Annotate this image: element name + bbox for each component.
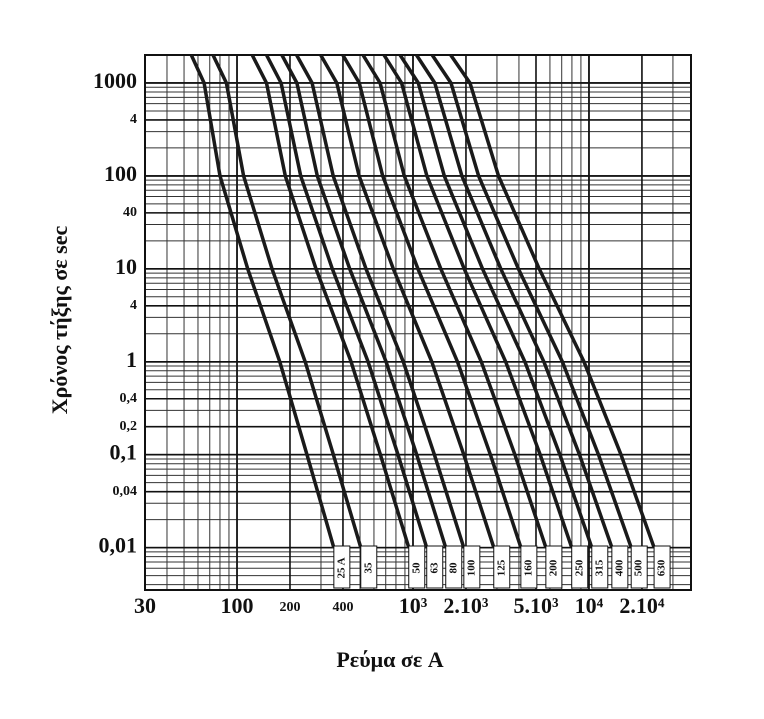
label-box — [408, 545, 426, 589]
x-axis-title: Ρεύμα σε A — [336, 647, 443, 672]
legend-label: 63 — [428, 562, 440, 574]
label-box — [611, 545, 629, 589]
label-box — [333, 545, 351, 589]
legend-label: 200 — [547, 559, 559, 576]
legend-label: 35 — [362, 562, 374, 574]
x-tick-label: 5.10³ — [513, 593, 559, 618]
fuse-curve — [361, 55, 548, 549]
plot-frame — [144, 54, 692, 591]
legend-label: 160 — [522, 559, 534, 576]
legend-label: 25 A — [335, 557, 347, 578]
label-box — [520, 545, 538, 589]
fuse-curve — [280, 55, 448, 549]
fuse-curve — [295, 55, 466, 549]
legend-label: 400 — [613, 559, 625, 576]
fuse-curve — [264, 55, 429, 549]
fuse-curve — [430, 55, 633, 549]
x-tick-label: 2.10³ — [443, 593, 489, 618]
fuse-curve — [189, 55, 336, 549]
legend-label: 500 — [633, 559, 645, 576]
y-tick-label: 10 — [115, 254, 137, 279]
fuse-curve — [398, 55, 594, 549]
y-tick-label: 0,1 — [110, 440, 138, 465]
y-tick-label: 4 — [130, 298, 137, 313]
legend-label: 80 — [447, 562, 459, 574]
label-box — [360, 545, 378, 589]
legend-label: 50 — [410, 562, 422, 574]
x-tick-label: 100 — [221, 593, 254, 618]
label-box — [463, 545, 481, 589]
y-tick-label: 0,4 — [120, 391, 138, 406]
y-tick-label: 0,01 — [99, 533, 138, 558]
fuse-curve — [415, 55, 614, 549]
label-box — [653, 545, 671, 589]
x-tick-label: 2.10⁴ — [619, 593, 665, 618]
y-tick-label: 1000 — [93, 68, 137, 93]
x-tick-label: 10³ — [399, 593, 428, 618]
fuse-curve — [211, 55, 363, 549]
y-tick-label: 100 — [104, 161, 137, 186]
y-tick-label: 1 — [126, 347, 137, 372]
fuse-curve — [319, 55, 496, 549]
fuse-curve — [250, 55, 411, 549]
x-tick-label: 200 — [279, 600, 300, 615]
x-tick-label: 30 — [134, 593, 156, 618]
legend-label: 125 — [495, 559, 507, 576]
y-tick-label: 0,04 — [113, 484, 138, 499]
legend-label: 250 — [573, 559, 585, 576]
y-tick-label: 0,2 — [120, 419, 138, 434]
label-box — [630, 545, 648, 589]
label-box — [426, 545, 444, 589]
label-box — [493, 545, 511, 589]
label-box — [571, 545, 589, 589]
label-box — [591, 545, 609, 589]
legend-label: 315 — [593, 559, 605, 576]
x-tick-label: 10⁴ — [575, 593, 604, 618]
fuse-curve — [382, 55, 574, 549]
x-tick-label: 400 — [332, 600, 353, 615]
legend-label: 100 — [465, 559, 477, 576]
fuse-curve — [341, 55, 523, 549]
y-tick-label: 40 — [123, 205, 137, 220]
y-axis-title: Χρόνος τήξης σε sec — [47, 226, 72, 415]
label-box — [545, 545, 563, 589]
fuse-curve — [449, 55, 656, 549]
legend-label: 630 — [656, 559, 668, 576]
y-tick-label: 4 — [130, 112, 137, 127]
label-box — [445, 545, 463, 589]
